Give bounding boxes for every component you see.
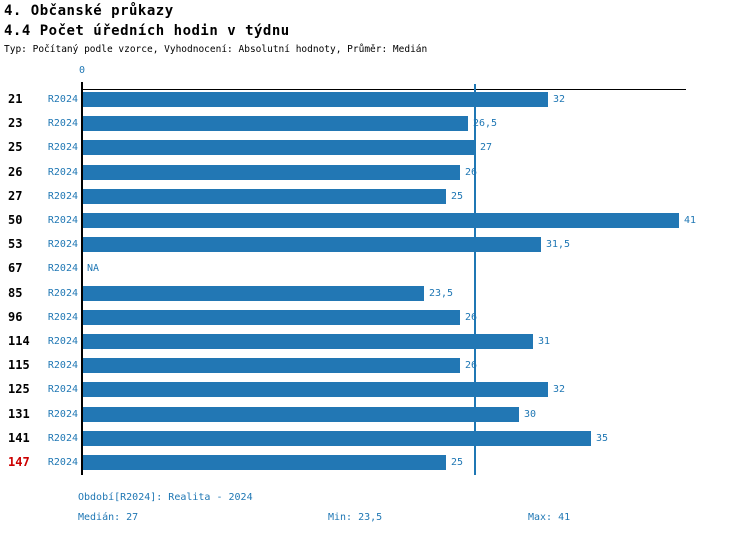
bar-value-label: 26,5 [473,118,498,129]
row-period-label: R2024 [47,118,78,129]
footer-max: Max: 41 [528,512,571,523]
row-period-label: R2024 [47,336,78,347]
bar-value-label: 25 [451,191,464,202]
bar-value-label: 26 [465,167,478,178]
row-category-label: 125 [8,382,30,396]
bar [83,358,460,373]
bar [83,116,468,131]
row-period-label: R2024 [47,409,78,420]
bar [83,140,475,155]
bar [83,165,460,180]
row-period-label: R2024 [47,384,78,395]
bar-value-label: 23,5 [429,288,454,299]
bar [83,334,533,349]
row-category-label: 85 [8,286,23,300]
bar [83,310,460,325]
row-category-label: 141 [8,431,30,445]
row-category-label: 50 [8,213,23,227]
bar-value-label: 25 [451,457,464,468]
bar-value-label: 31,5 [546,239,571,250]
footer-period: Období[R2024]: Realita - 2024 [78,492,253,503]
median-line [474,84,476,475]
report-meta: Typ: Počítaný podle vzorce, Vyhodnocení:… [4,44,428,55]
bar [83,431,591,446]
row-period-label: R2024 [47,457,78,468]
footer-min: Min: 23,5 [328,512,383,523]
bar-value-label: 32 [553,94,566,105]
row-category-label: 25 [8,140,23,154]
bar [83,213,679,228]
row-period-label: R2024 [47,263,78,274]
report-subtitle: 4.4 Počet úředních hodin v týdnu [4,23,290,39]
row-category-label: 131 [8,407,30,421]
row-category-label: 114 [8,334,30,348]
bar [83,286,424,301]
bar-value-label: 26 [465,360,478,371]
row-category-label: 26 [8,165,23,179]
row-period-label: R2024 [47,94,78,105]
x-axis-zero-tick [81,82,83,90]
row-category-label: 96 [8,310,23,324]
bar-value-label: 27 [480,142,493,153]
report-title: 4. Občanské průkazy [4,3,174,19]
bar [83,455,446,470]
row-period-label: R2024 [47,312,78,323]
bar [83,92,548,107]
row-period-label: R2024 [47,142,78,153]
row-period-label: R2024 [47,167,78,178]
bar [83,407,519,422]
row-period-label: R2024 [47,288,78,299]
y-axis-line [81,90,83,475]
row-category-label: 147 [8,455,30,469]
footer-median: Medián: 27 [78,512,139,523]
row-period-label: R2024 [47,191,78,202]
bar-value-label: 26 [465,312,478,323]
bar-value-label: 31 [538,336,551,347]
row-period-label: R2024 [47,360,78,371]
x-axis-line [82,89,686,90]
bar [83,382,548,397]
row-period-label: R2024 [47,215,78,226]
row-category-label: 53 [8,237,23,251]
row-category-label: 67 [8,261,23,275]
row-category-label: 115 [8,358,30,372]
bar-value-label: 41 [684,215,697,226]
na-label: NA [87,263,100,274]
bar-value-label: 32 [553,384,566,395]
bar-value-label: 30 [524,409,537,420]
row-category-label: 27 [8,189,23,203]
row-category-label: 23 [8,116,23,130]
row-period-label: R2024 [47,239,78,250]
bar [83,189,446,204]
row-category-label: 21 [8,92,23,106]
row-period-label: R2024 [47,433,78,444]
bar-value-label: 35 [596,433,609,444]
bar [83,237,541,252]
x-axis-zero-label: 0 [78,65,86,76]
